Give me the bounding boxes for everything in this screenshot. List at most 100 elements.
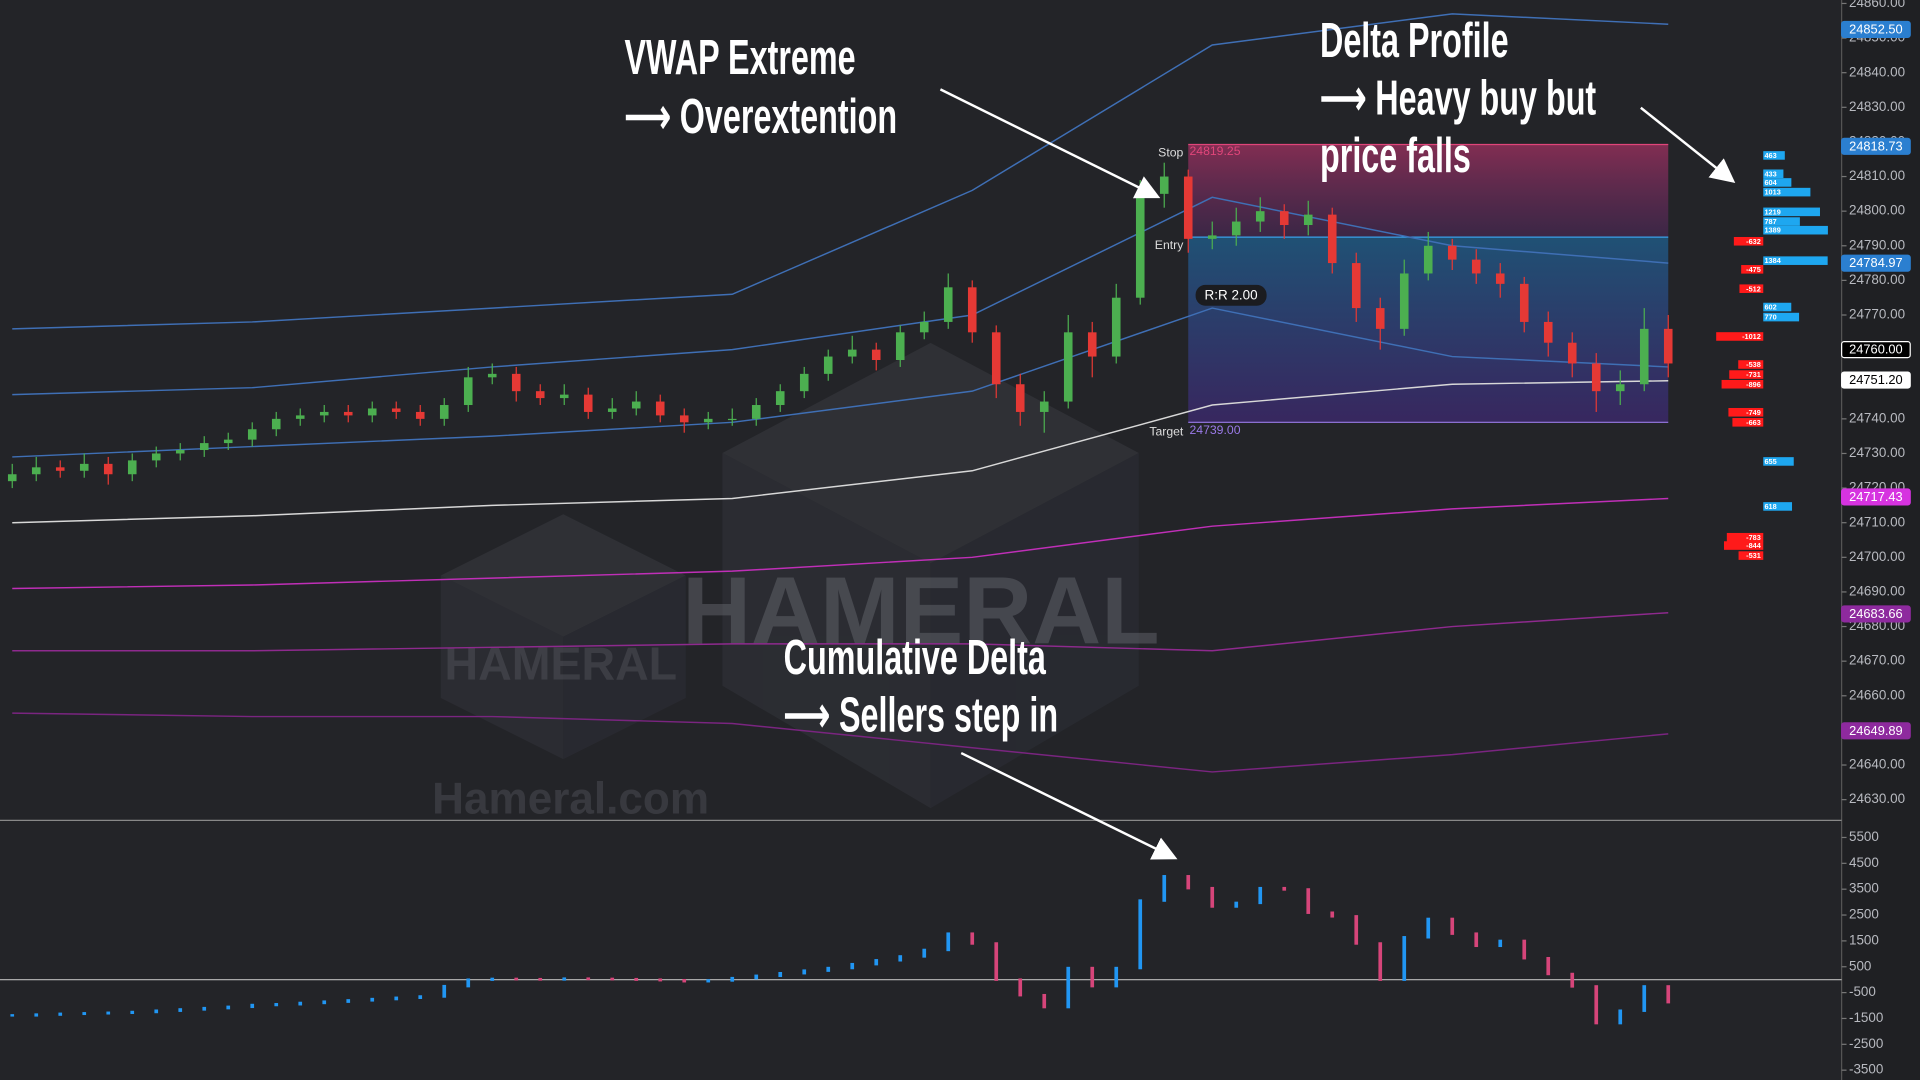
candle-body [1063, 332, 1073, 402]
candle-body [295, 415, 305, 419]
band-line [12, 196, 1669, 396]
candle-body [895, 332, 905, 361]
candle-body [511, 373, 521, 392]
profile-label: -749 [1746, 408, 1761, 417]
candle-body [727, 418, 737, 421]
candle-body [1495, 273, 1505, 284]
delta-bar [1138, 899, 1143, 970]
watermark [440, 342, 1139, 809]
delta-bar [442, 984, 447, 998]
y-tick-label: 24840.00 [1849, 64, 1905, 79]
price-tag-label: 24717.43 [1849, 489, 1903, 504]
delta-bar [1114, 966, 1119, 988]
candle-body [1231, 221, 1241, 236]
profile-label: 1389 [1764, 226, 1780, 235]
delta-bar [1354, 915, 1359, 945]
profile-label: -1012 [1742, 332, 1761, 341]
band-line [12, 380, 1669, 524]
candle-body [1183, 176, 1193, 239]
delta-bar [1378, 942, 1383, 981]
delta-bar [898, 955, 903, 962]
profile-bar [1763, 302, 1792, 312]
annotation: Delta Profile [1320, 12, 1509, 67]
candle-body [655, 401, 665, 416]
candle-body [1519, 283, 1529, 322]
candle-body [1039, 401, 1049, 412]
profile-label: -731 [1746, 370, 1761, 379]
y-tick-label: 24640.00 [1849, 757, 1905, 772]
candle-body [847, 349, 857, 357]
delta-bar [634, 977, 639, 981]
profile-bar [1728, 407, 1764, 417]
candle-body [703, 418, 713, 423]
candle-body [31, 467, 41, 475]
delta-bar [1210, 886, 1215, 908]
candle-body [343, 411, 353, 416]
candle-body [463, 377, 473, 406]
candle-body [55, 467, 65, 471]
profile-bar [1763, 217, 1800, 226]
profile-bar [1763, 256, 1828, 265]
profile-bar [1763, 502, 1793, 511]
candle-body [1663, 328, 1673, 364]
delta-bar [346, 999, 351, 1003]
price-tag-label: 24818.73 [1849, 138, 1903, 153]
profile-bar [1733, 236, 1764, 246]
y-tick-label: 24860.00 [1849, 0, 1905, 10]
profile-label: 770 [1764, 313, 1776, 322]
delta-bar [1450, 917, 1455, 935]
annotation: ⟶ Heavy buy but [1320, 70, 1596, 125]
price-tag-label: 24760.00 [1849, 342, 1903, 357]
y-tick-label: 24660.00 [1849, 687, 1905, 702]
delta-bar [562, 977, 567, 981]
candle-body [247, 429, 257, 440]
profile-label: -531 [1746, 551, 1761, 560]
price-tag-label: 24751.20 [1849, 372, 1903, 387]
candle-body [1639, 328, 1649, 385]
profile-bar [1763, 151, 1785, 160]
delta-bar [322, 1000, 327, 1005]
candle-body [319, 411, 329, 416]
annotation-arrows [939, 88, 1736, 860]
candle-body [1255, 211, 1265, 222]
delta-bar [1594, 985, 1599, 1025]
delta-bar [298, 1001, 303, 1006]
delta-bar [130, 1010, 135, 1014]
delta-bar [154, 1009, 159, 1014]
profile-bar [1741, 265, 1764, 274]
candle-body [559, 394, 569, 399]
price-tag-label: 24649.89 [1849, 723, 1903, 738]
y-tick-label: -2500 [1849, 1036, 1883, 1051]
delta-bar [466, 978, 471, 988]
delta-bar [1018, 978, 1023, 997]
delta-bar [1186, 875, 1191, 890]
candle-body [991, 332, 1001, 385]
candle-body [79, 463, 89, 471]
y-tick-label: 24700.00 [1849, 549, 1905, 564]
candle-body [1567, 342, 1577, 364]
profile-label: -783 [1746, 533, 1761, 542]
delta-bar [730, 976, 735, 982]
candle-body [1399, 273, 1409, 329]
delta-bar [802, 969, 807, 975]
delta-bar [922, 948, 927, 958]
y-tick-label: 24630.00 [1849, 791, 1905, 806]
delta-bar [946, 932, 951, 952]
delta-bar [274, 1003, 279, 1007]
delta-bar [514, 977, 519, 981]
y-tick-label: 24810.00 [1849, 168, 1905, 183]
candle-body [775, 391, 785, 406]
delta-bar [754, 974, 759, 980]
price-tag [1841, 137, 1911, 155]
candle-body [1087, 332, 1097, 357]
profile-label: 1219 [1764, 207, 1780, 216]
price-tag [1841, 254, 1911, 272]
band-line [12, 497, 1669, 590]
delta-bar [706, 979, 711, 983]
candle-body [1423, 245, 1433, 274]
target-label: Target [1149, 424, 1184, 438]
delta-bar [586, 977, 591, 981]
stop-zone [1188, 144, 1669, 238]
y-tick-label: -500 [1849, 984, 1876, 999]
delta-bar [682, 978, 687, 983]
